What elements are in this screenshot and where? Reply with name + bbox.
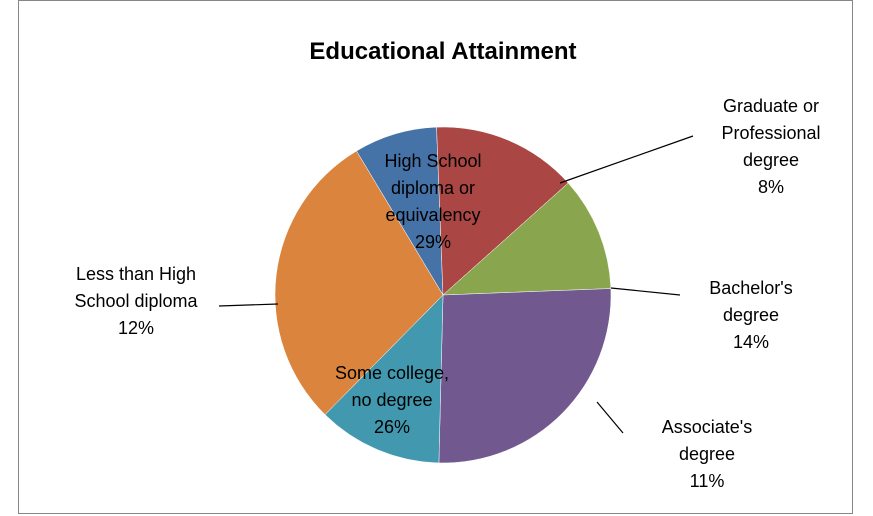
data-label-percent: 11%: [690, 471, 725, 491]
pie-slice-1: [436, 126, 569, 296]
data-label-line: degree: [743, 150, 799, 170]
data-label-percent: 29%: [415, 232, 451, 252]
leader-line-1: [610, 287, 681, 296]
data-label-2: Associate's degree 11%: [662, 417, 752, 491]
data-label-line: High School: [384, 151, 481, 171]
leader-line-2: [596, 401, 624, 434]
data-label-percent: 26%: [374, 417, 410, 437]
data-label-line: no degree: [351, 390, 432, 410]
data-label-line: equivalency: [385, 205, 480, 225]
data-label-line: Associate's: [662, 417, 752, 437]
data-label-line: degree: [679, 444, 735, 464]
data-label-1: Bachelor's degree 14%: [709, 278, 792, 352]
data-label-line: Some college,: [335, 363, 449, 383]
data-label-percent: 14%: [733, 332, 769, 352]
pie-slice-4: [324, 294, 444, 464]
data-label-percent: 8%: [758, 177, 784, 197]
data-labels: Graduate or Professional degree 8% Bachelor'…: [74, 96, 820, 491]
data-label-percent: 12%: [118, 318, 154, 338]
data-label-line: Graduate or: [723, 96, 819, 116]
pie-slice-2: [442, 182, 612, 296]
pie-slice-3: [438, 288, 612, 464]
data-label-line: diploma or: [391, 178, 475, 198]
data-label-3: Some college, no degree 26%: [335, 363, 449, 437]
data-label-line: degree: [723, 305, 779, 325]
data-label-line: Professional: [721, 123, 820, 143]
pie-slices: [274, 126, 612, 464]
data-label-line: Less than High: [76, 264, 196, 284]
chart-area: Educational Attainment Graduate or Profes…: [18, 0, 853, 514]
pie-chart: Educational Attainment Graduate or Profes…: [74, 38, 820, 491]
leader-lines: [218, 135, 694, 434]
data-label-5: High School diploma or equivalency 29%: [384, 151, 481, 252]
data-label-0: Graduate or Professional degree 8%: [721, 96, 820, 197]
leader-line-4: [218, 303, 279, 307]
leader-line-0: [559, 135, 694, 184]
chart-title: Educational Attainment: [309, 38, 576, 65]
data-label-line: Bachelor's: [709, 278, 792, 298]
pie-slice-5: [274, 150, 444, 415]
data-label-4: Less than High School diploma 12%: [74, 264, 198, 338]
data-label-line: School diploma: [74, 291, 198, 311]
